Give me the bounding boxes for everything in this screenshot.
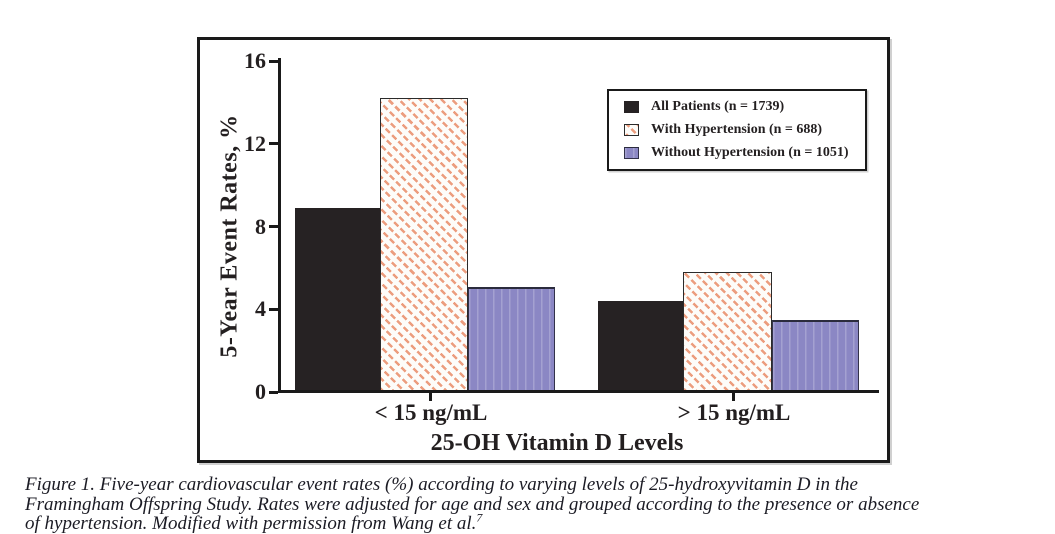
bar-with-hypertension-lt15	[380, 98, 468, 392]
x-axis-title: 25-OH Vitamin D Levels	[430, 430, 684, 456]
legend-row-with-hypertension: With Hypertension (n = 688)	[624, 118, 865, 141]
bar-with-hypertension-gt15	[683, 272, 772, 392]
legend-row-without-hypertension: Without Hypertension (n = 1051)	[624, 142, 865, 165]
legend-swatch-all-patients	[624, 100, 639, 113]
y-tick-mark	[269, 307, 278, 311]
legend-swatch-without-hypertension	[624, 147, 639, 160]
figure-caption: Figure 1. Five-year cardiovascular event…	[25, 475, 1047, 534]
caption-line-1: Figure 1. Five-year cardiovascular event…	[25, 474, 858, 495]
x-category-label-gt15: > 15 ng/mL	[677, 400, 791, 425]
bar-without-hypertension-gt15	[772, 319, 859, 392]
x-tick-gt15	[732, 393, 735, 401]
y-tick-mark	[269, 142, 278, 146]
bar-all-patients-lt15	[295, 207, 380, 392]
y-tick-mark	[269, 390, 278, 394]
y-tick-label: 4	[255, 296, 266, 322]
y-tick-label: 0	[255, 379, 266, 404]
y-tick-mark	[269, 225, 278, 228]
y-axis-line	[278, 58, 281, 393]
legend-row-all-patients: All Patients (n = 1739)	[624, 95, 865, 118]
chart-frame: 5-Year Event Rates, % 0 4 8 12 16 < 15 ng/mL…	[197, 37, 890, 463]
legend-label-without-hypertension: Without Hypertension (n = 1051)	[651, 145, 849, 161]
x-tick-lt15	[429, 393, 432, 401]
legend-label-with-hypertension: With Hypertension (n = 688)	[651, 121, 823, 137]
caption-line-3: of hypertension. Modified with permissio…	[25, 510, 483, 534]
y-tick-label: 12	[244, 130, 266, 156]
x-axis-line	[278, 390, 879, 393]
legend: All Patients (n = 1739) With Hypertensio…	[607, 89, 867, 171]
bar-without-hypertension-lt15	[468, 286, 555, 392]
y-tick-label: 16	[244, 48, 266, 73]
y-tick-mark	[269, 59, 278, 63]
legend-label-all-patients: All Patients (n = 1739)	[651, 98, 785, 114]
caption-citation-superscript: 7	[476, 510, 483, 525]
caption-line-2: Framingham Offspring Study. Rates were a…	[25, 493, 920, 515]
y-tick-label: 8	[255, 213, 266, 239]
legend-swatch-with-hypertension	[624, 123, 639, 136]
bar-all-patients-gt15	[598, 301, 683, 392]
plot-area: 5-Year Event Rates, % 0 4 8 12 16 < 15 ng/mL…	[200, 40, 887, 460]
x-category-label-lt15: < 15 ng/mL	[374, 400, 488, 425]
